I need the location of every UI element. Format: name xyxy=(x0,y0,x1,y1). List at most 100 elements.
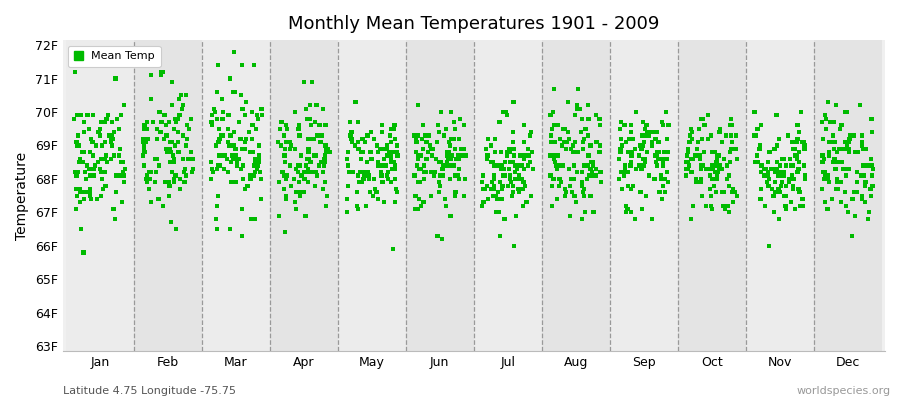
Point xyxy=(162,119,176,125)
Point xyxy=(567,192,581,199)
Point xyxy=(371,149,385,155)
Point xyxy=(767,209,781,216)
Point xyxy=(765,186,779,192)
Point xyxy=(728,146,742,152)
Point xyxy=(753,196,768,202)
Point xyxy=(786,139,800,145)
Point xyxy=(180,136,194,142)
Point xyxy=(100,159,114,165)
Point xyxy=(548,139,562,145)
Point xyxy=(452,136,466,142)
Point xyxy=(623,162,637,169)
Point xyxy=(688,176,703,182)
Point xyxy=(507,146,521,152)
Point xyxy=(77,196,92,202)
Point xyxy=(433,172,447,179)
Point xyxy=(698,122,712,128)
Point xyxy=(825,132,840,139)
Point xyxy=(357,139,372,145)
Point xyxy=(86,139,100,145)
Point xyxy=(319,142,333,149)
Point xyxy=(694,166,708,172)
Point xyxy=(136,152,150,159)
Point xyxy=(159,146,174,152)
Point xyxy=(785,172,799,179)
Point xyxy=(635,119,650,125)
Point xyxy=(725,199,740,206)
Point xyxy=(768,169,782,176)
Point xyxy=(271,139,285,145)
Point xyxy=(436,172,450,179)
Point xyxy=(650,152,664,159)
Point xyxy=(168,172,183,179)
Point xyxy=(74,112,88,118)
Bar xyxy=(338,40,406,351)
Point xyxy=(319,146,333,152)
Point xyxy=(100,116,114,122)
Point xyxy=(686,156,700,162)
Point xyxy=(104,119,119,125)
Point xyxy=(244,216,258,222)
Point xyxy=(204,176,219,182)
Point xyxy=(374,162,389,169)
Point xyxy=(294,172,309,179)
Point xyxy=(288,146,302,152)
Point xyxy=(283,139,297,145)
Point xyxy=(858,199,872,206)
Point xyxy=(523,132,537,139)
Point xyxy=(709,159,724,165)
Point xyxy=(205,166,220,172)
Point xyxy=(706,176,720,182)
Point xyxy=(363,189,377,196)
Point xyxy=(842,139,856,145)
Point xyxy=(827,146,842,152)
Point xyxy=(107,129,122,135)
Point xyxy=(451,152,465,159)
Point xyxy=(575,179,590,186)
Point xyxy=(722,172,736,179)
Point xyxy=(654,119,669,125)
Point xyxy=(376,146,391,152)
Point xyxy=(86,112,100,118)
Point xyxy=(505,192,519,199)
Point xyxy=(507,99,521,105)
Point xyxy=(143,169,157,176)
Point xyxy=(592,149,607,155)
Point xyxy=(796,196,810,202)
Point xyxy=(294,189,309,196)
Point xyxy=(106,206,121,212)
Point xyxy=(570,169,584,176)
Point xyxy=(794,109,808,115)
Point xyxy=(351,206,365,212)
Point xyxy=(762,242,777,249)
Point xyxy=(773,162,788,169)
Point xyxy=(302,146,316,152)
Point xyxy=(289,166,303,172)
Point xyxy=(116,172,130,179)
Point xyxy=(494,149,508,155)
Point xyxy=(635,142,650,149)
Point xyxy=(503,172,517,179)
Point xyxy=(662,122,676,128)
Point xyxy=(441,156,455,162)
Point xyxy=(629,166,643,172)
Point xyxy=(770,112,784,118)
Point xyxy=(436,132,451,139)
Point xyxy=(251,116,266,122)
Point xyxy=(166,159,181,165)
Point xyxy=(343,119,357,125)
Point xyxy=(279,139,293,145)
Point xyxy=(230,159,244,165)
Point xyxy=(408,132,422,139)
Point xyxy=(444,156,458,162)
Point xyxy=(390,189,404,196)
Point xyxy=(709,162,724,169)
Point xyxy=(831,159,845,165)
Point xyxy=(318,159,332,165)
Point xyxy=(820,206,834,212)
Point xyxy=(582,152,597,159)
Point xyxy=(359,159,374,165)
Point xyxy=(556,162,571,169)
Point xyxy=(436,166,451,172)
Point xyxy=(612,126,626,132)
